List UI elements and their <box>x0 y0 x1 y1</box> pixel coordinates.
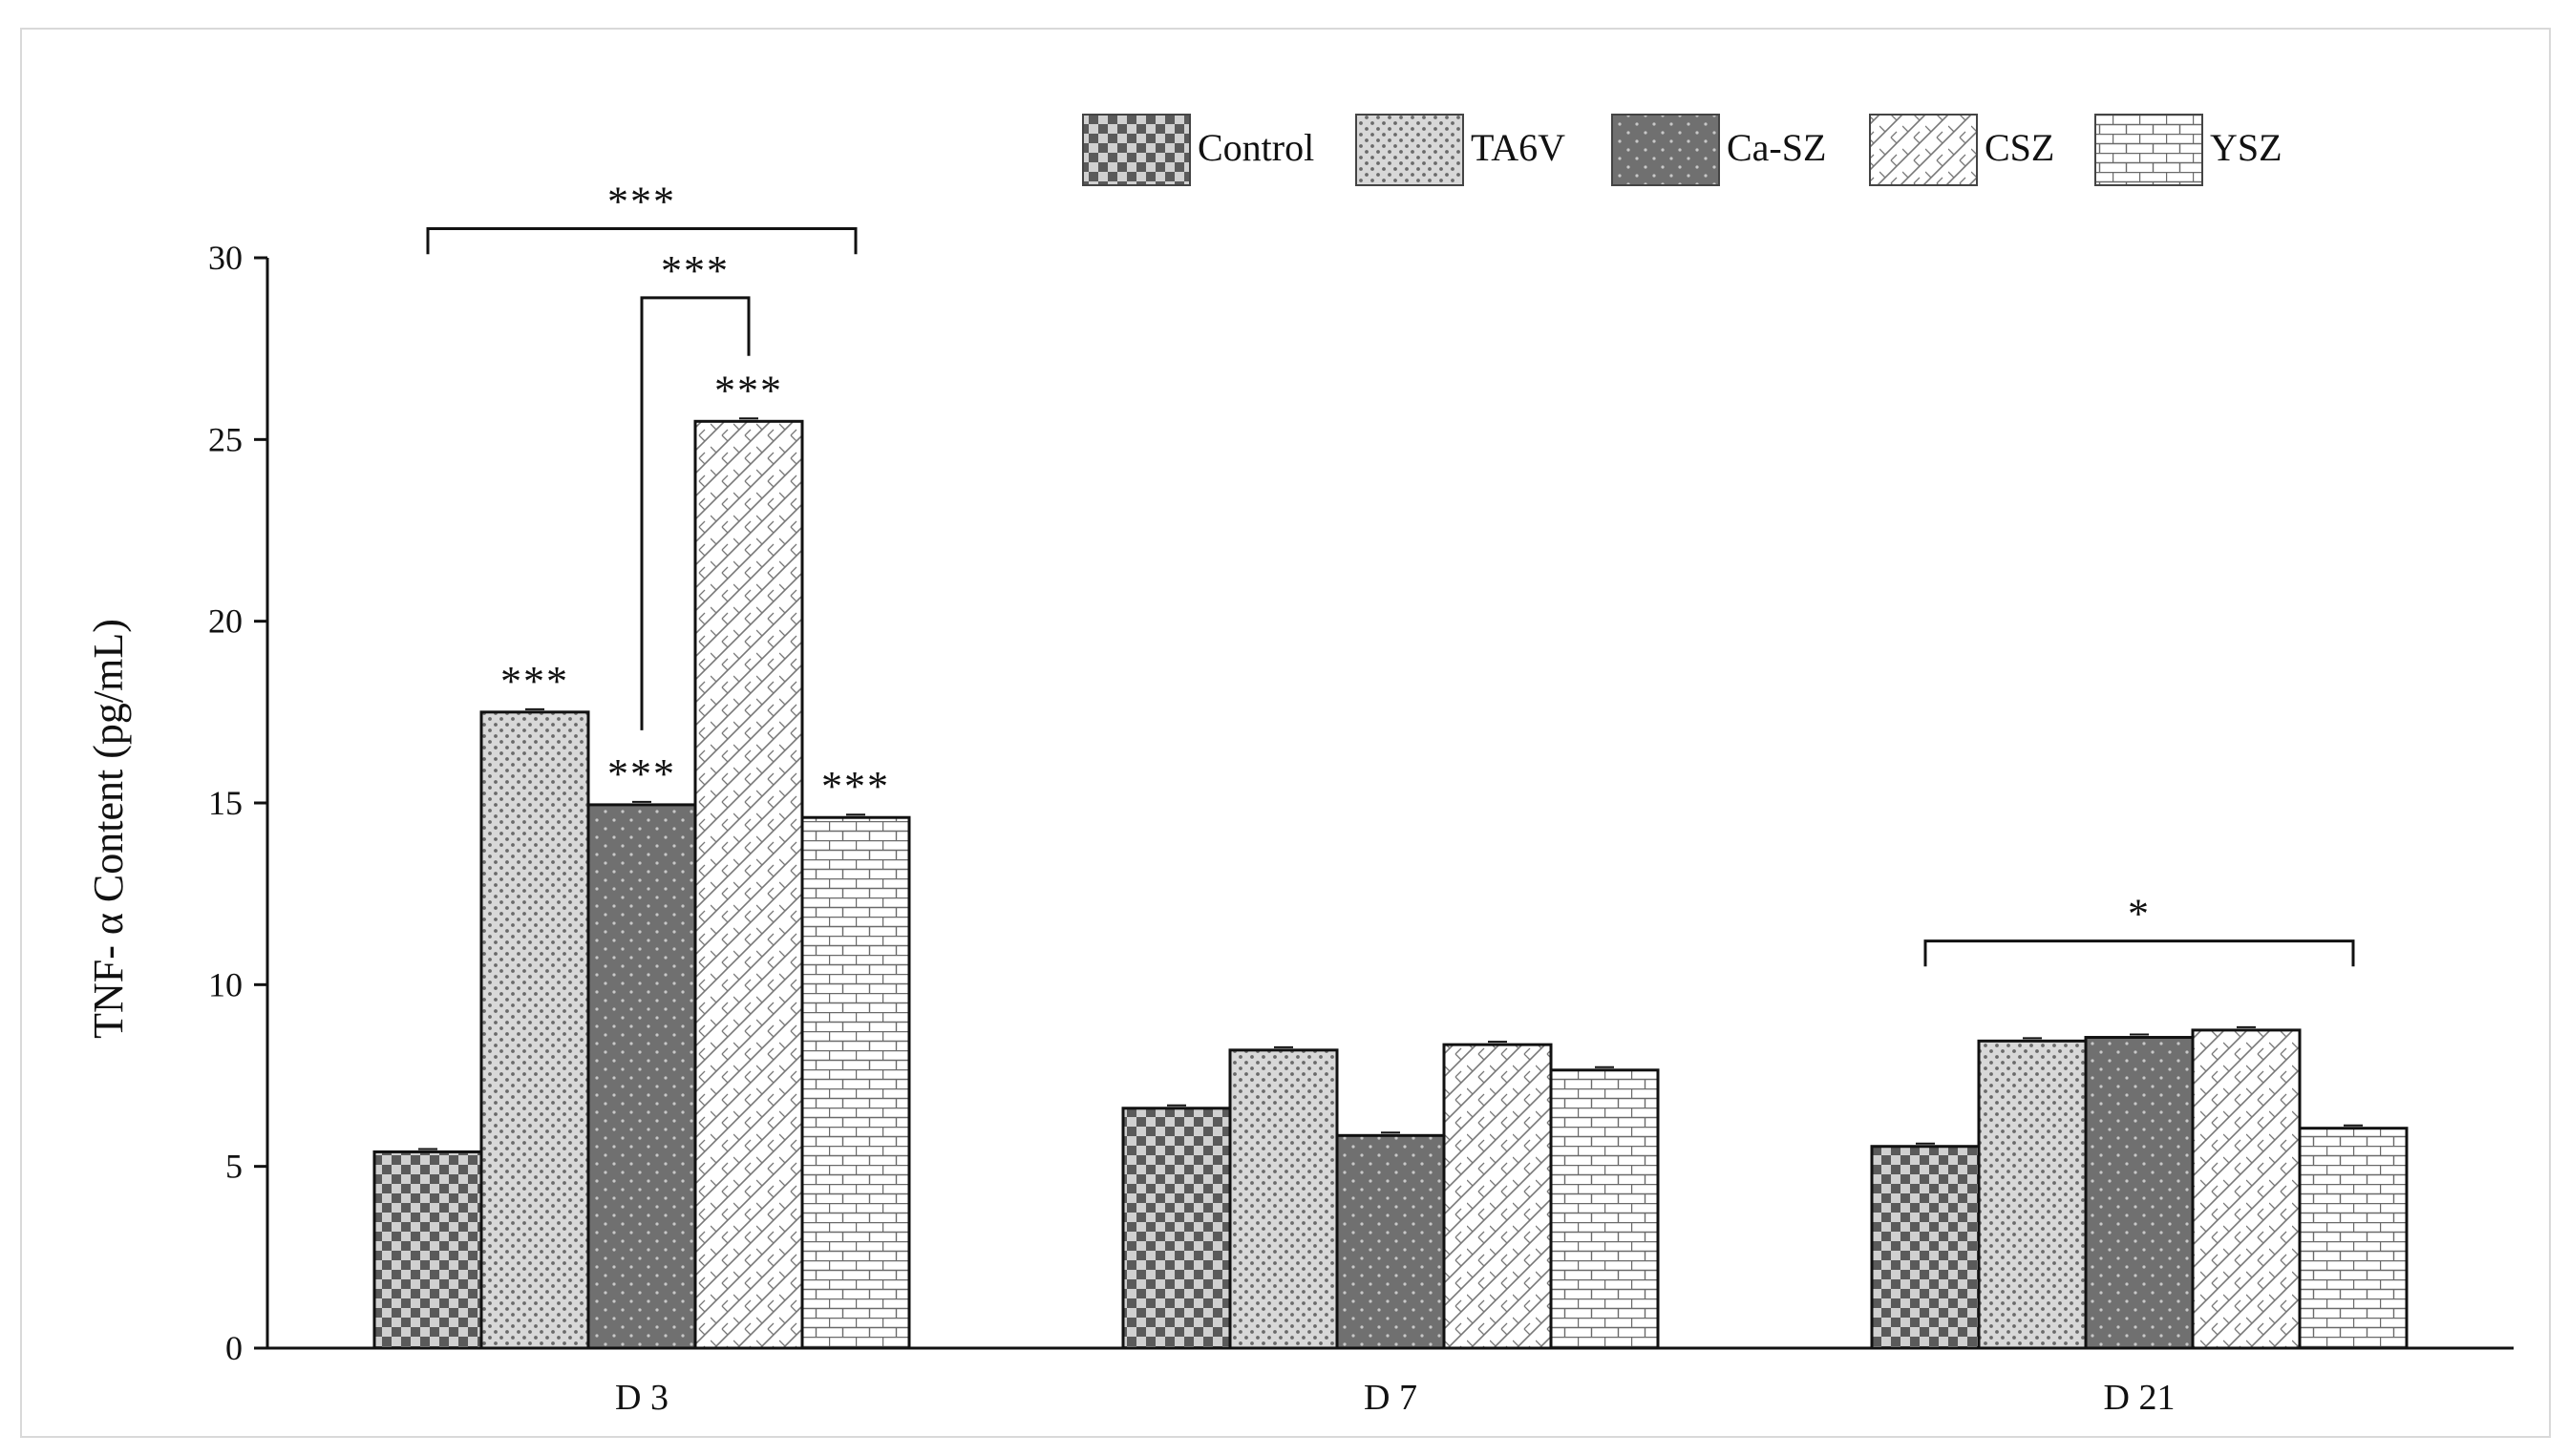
significance-label: *** <box>607 750 676 797</box>
bar-d-7-ta6v <box>1228 1048 1339 1350</box>
legend-label-control: Control <box>1198 126 1314 169</box>
bar-d-3-control <box>372 1150 483 1350</box>
bar-d-21-ysz <box>2298 1127 2409 1350</box>
significance-bracket-label: *** <box>607 179 676 225</box>
significance-bracket-label: *** <box>661 247 730 294</box>
bar-d-7-control <box>1121 1107 1232 1350</box>
significance-label: *** <box>714 367 783 413</box>
legend-swatch-ysz <box>2094 114 2203 186</box>
bar-d-3-ysz <box>800 815 911 1350</box>
y-tick-label: 30 <box>208 239 243 277</box>
bar-d-7-csz <box>1442 1043 1553 1350</box>
figure-frame <box>20 28 2551 1438</box>
y-axis-ticks: 0 5 10 15 20 25 30 <box>208 239 267 1367</box>
legend-swatch-csz <box>1869 114 1978 186</box>
bars <box>372 417 2409 1350</box>
significance-annotations: ******************* <box>426 179 2355 967</box>
category-label-d7: D 7 <box>1364 1378 1417 1418</box>
legend-swatch-ta6v <box>1355 114 1464 186</box>
bar-d-3-ca-sz <box>586 803 697 1350</box>
y-tick-label: 10 <box>208 965 243 1003</box>
category-label-d21: D 21 <box>2104 1378 2176 1418</box>
significance-label: *** <box>821 763 890 810</box>
legend-label-ca-sz: Ca-SZ <box>1727 126 1826 169</box>
bar-d-21-csz <box>2191 1028 2302 1350</box>
bar-d-21-control <box>1870 1145 1981 1350</box>
legend-swatch-control <box>1082 114 1191 186</box>
y-axis-title: TNF- α Content (pg/mL) <box>85 619 132 1039</box>
y-tick-label: 0 <box>225 1329 243 1367</box>
legend-label-csz: CSZ <box>1985 126 2054 169</box>
significance-bracket <box>1923 939 2355 967</box>
bar-d-7-ysz <box>1549 1068 1660 1350</box>
bar-d-3-csz <box>693 419 804 1350</box>
bar-d-21-ca-sz <box>2084 1036 2195 1350</box>
bar-d-3-ta6v <box>479 710 590 1350</box>
y-tick-label: 5 <box>225 1148 243 1186</box>
y-tick-label: 15 <box>208 784 243 822</box>
significance-bracket <box>426 227 858 255</box>
legend-label-ysz: YSZ <box>2210 126 2282 169</box>
category-label-d3: D 3 <box>615 1378 669 1418</box>
legend-swatch-ca-sz <box>1611 114 1720 186</box>
bar-d-7-ca-sz <box>1335 1133 1446 1350</box>
bar-d-21-ta6v <box>1977 1039 2088 1350</box>
significance-bracket-label: * <box>2128 891 2151 938</box>
significance-bracket <box>640 296 751 730</box>
y-tick-label: 20 <box>208 602 243 641</box>
y-tick-label: 25 <box>208 420 243 458</box>
legend-label-ta6v: TA6V <box>1471 126 1565 169</box>
significance-label: *** <box>500 658 569 705</box>
legend: Control TA6V Ca-SZ CSZ YSZ <box>1082 114 2282 186</box>
